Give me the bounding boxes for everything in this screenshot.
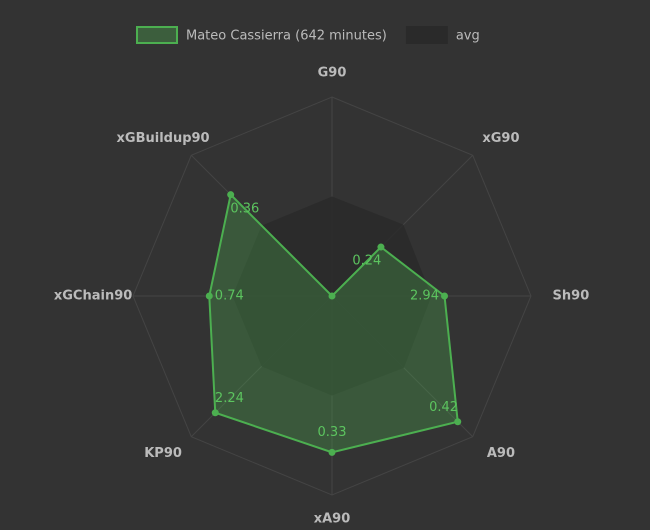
data-point xyxy=(227,191,235,199)
data-point xyxy=(328,448,336,456)
axis-label: xA90 xyxy=(314,511,351,526)
data-point xyxy=(377,243,385,251)
axis-label: A90 xyxy=(487,446,515,461)
value-label: 0.33 xyxy=(318,425,347,440)
value-label: 2.94 xyxy=(410,289,439,304)
value-label: 0.74 xyxy=(215,289,244,304)
legend-label: avg xyxy=(456,29,480,44)
axis-label: xGChain90 xyxy=(54,289,132,304)
axis-label: xG90 xyxy=(482,131,519,146)
axis-label: KP90 xyxy=(144,446,182,461)
axis-label: Sh90 xyxy=(553,289,590,304)
value-label: 0.36 xyxy=(230,201,259,216)
axis-label: G90 xyxy=(318,66,347,81)
axis-label: xGBuildup90 xyxy=(117,131,210,146)
legend: Mateo Cassierra (642 minutes) avg xyxy=(136,26,480,44)
value-label: 0.24 xyxy=(352,254,381,269)
value-label: 0.42 xyxy=(429,400,458,415)
legend-label: Mateo Cassierra (642 minutes) xyxy=(186,29,387,44)
data-point xyxy=(441,292,449,300)
data-point xyxy=(454,418,462,426)
legend-swatch xyxy=(136,26,178,44)
data-point xyxy=(328,292,336,300)
value-label: 2.24 xyxy=(215,391,244,406)
data-point xyxy=(205,292,213,300)
legend-swatch xyxy=(405,26,448,44)
data-point xyxy=(211,409,219,417)
